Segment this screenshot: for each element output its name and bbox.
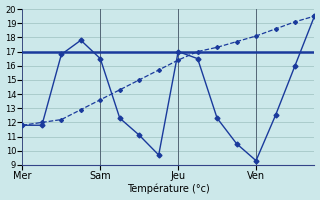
X-axis label: Température (°c): Température (°c)	[127, 184, 210, 194]
